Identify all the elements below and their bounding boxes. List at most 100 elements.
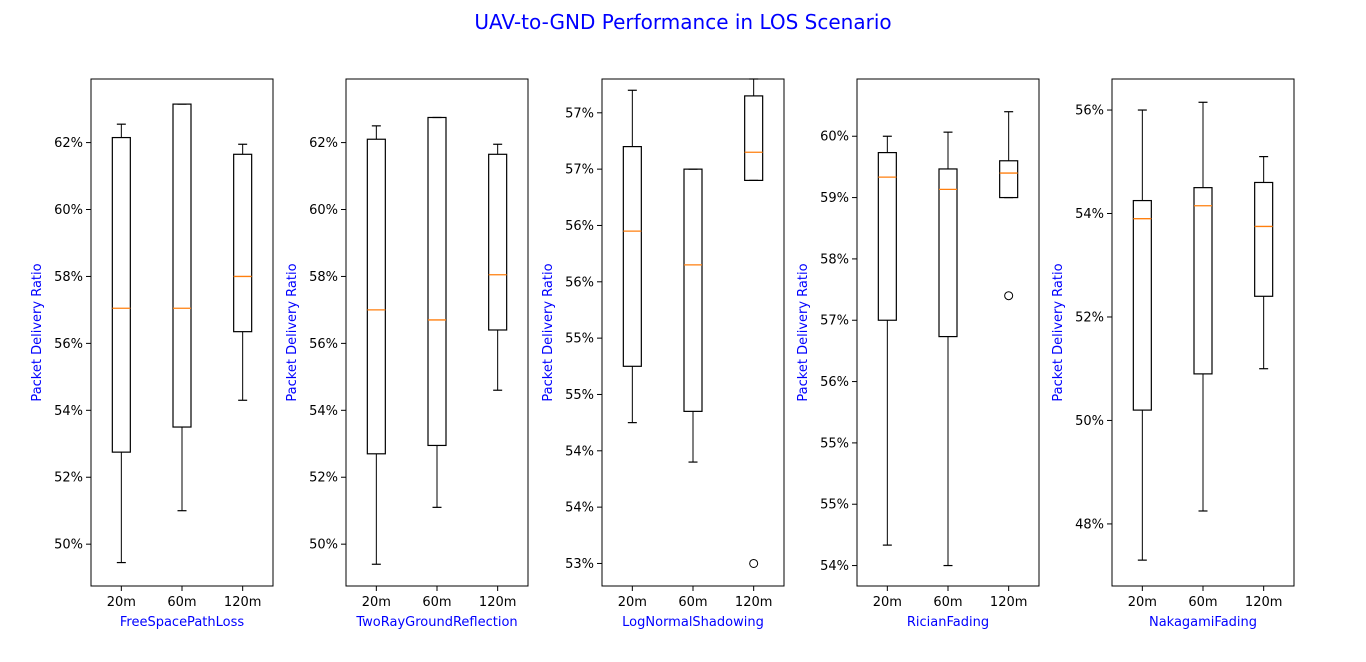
box-60m: [427, 116, 447, 508]
box-120m: [233, 143, 253, 401]
y-tick-label: 57%: [565, 106, 594, 121]
y-tick-label: 50%: [309, 538, 338, 553]
x-tick-label: 60m: [933, 595, 962, 610]
x-axis-label: TwoRayGroundReflection: [355, 615, 517, 630]
box-iqr: [938, 168, 958, 338]
x-tick-label: 120m: [1245, 595, 1282, 610]
box-iqr: [1132, 199, 1152, 411]
box-iqr: [622, 146, 642, 367]
y-tick-label: 58%: [54, 270, 83, 285]
box-60m: [938, 131, 958, 567]
y-tick-label: 55%: [565, 332, 594, 347]
subplot-4: 54% 55% 55% 56% 57% 58% 59% 60% 20m 60m 120mRician…: [796, 78, 1040, 630]
y-tick-label: 52%: [54, 471, 83, 486]
y-tick-label: 56%: [565, 275, 594, 290]
box-iqr: [1193, 187, 1213, 375]
y-tick-label: 56%: [565, 219, 594, 234]
x-tick-label: 20m: [362, 595, 391, 610]
y-tick-label: 62%: [54, 136, 83, 151]
y-tick-label: 60%: [820, 130, 849, 145]
box-120m: [1254, 156, 1274, 370]
box-20m: [622, 89, 642, 424]
y-tick-label: 58%: [820, 252, 849, 267]
x-tick-label: 60m: [678, 595, 707, 610]
x-tick-label: 120m: [224, 595, 261, 610]
subplot-5: 48% 50% 52% 54% 56% 20m 60m 120m NakagamiFading P…: [1051, 78, 1295, 630]
box-20m: [877, 135, 897, 546]
y-tick-label: 55%: [820, 498, 849, 513]
subplot-3: 53% 54% 54% 55% 55% 56% 56% 57% 57% 20m 60m 120m Log…: [541, 78, 785, 630]
y-tick-label: 54%: [565, 501, 594, 516]
box-60m: [683, 168, 703, 463]
box-iqr: [1254, 181, 1274, 297]
y-tick-label: 62%: [309, 136, 338, 151]
x-tick-label: 60m: [1188, 595, 1217, 610]
outlier-point: [1004, 291, 1014, 301]
axes-frame: [601, 78, 785, 587]
box-iqr: [233, 153, 253, 333]
y-tick-label: 55%: [820, 436, 849, 451]
y-axis-label: Packet Delivery Ratio: [1051, 263, 1066, 401]
box-120m: [744, 78, 764, 568]
box-iqr: [172, 103, 192, 428]
x-tick-label: 60m: [422, 595, 451, 610]
x-axis-label: FreeSpacePathLoss: [120, 615, 245, 630]
y-tick-label: 60%: [54, 203, 83, 218]
x-tick-label: 120m: [735, 595, 772, 610]
box-60m: [172, 103, 192, 512]
figure-title: UAV-to-GND Performance in LOS Scenario: [474, 10, 891, 34]
y-tick-label: 53%: [565, 557, 594, 572]
box-iqr: [877, 151, 897, 321]
y-axis-label: Packet Delivery Ratio: [541, 263, 556, 401]
y-tick-label: 54%: [54, 404, 83, 419]
subplot-2: 50% 52% 54% 56% 58% 60% 62% 20m 60m 120m TwoRayGro…: [285, 78, 529, 630]
y-tick-label: 52%: [1075, 310, 1104, 325]
x-axis-label: LogNormalShadowing: [622, 615, 764, 630]
x-tick-label: 20m: [107, 595, 136, 610]
y-tick-label: 58%: [309, 270, 338, 285]
outlier-point: [749, 558, 759, 568]
y-tick-label: 55%: [565, 388, 594, 403]
y-tick-label: 56%: [820, 375, 849, 390]
y-tick-label: 60%: [309, 203, 338, 218]
y-axis-label: Packet Delivery Ratio: [796, 263, 811, 401]
x-axis-label: NakagamiFading: [1149, 615, 1257, 630]
y-tick-label: 56%: [309, 337, 338, 352]
y-tick-label: 54%: [1075, 207, 1104, 222]
subplot-1: 50% 52% 54% 56% 58% 60% 62% 20m 60m 120m FreeSpace…: [30, 78, 274, 630]
y-tick-label: 50%: [54, 538, 83, 553]
x-tick-label: 20m: [873, 595, 902, 610]
y-tick-label: 57%: [820, 314, 849, 329]
y-tick-label: 54%: [565, 444, 594, 459]
x-tick-label: 120m: [479, 595, 516, 610]
box-20m: [1132, 109, 1152, 561]
y-tick-label: 56%: [1075, 104, 1104, 119]
x-tick-label: 20m: [1128, 595, 1157, 610]
box-120m: [488, 143, 508, 391]
x-axis-label: RicianFading: [907, 615, 989, 630]
box-120m: [999, 111, 1019, 301]
box-iqr: [999, 160, 1019, 199]
y-axis-label: Packet Delivery Ratio: [285, 263, 300, 401]
axes-frame: [345, 78, 529, 587]
box-iqr: [488, 153, 508, 331]
box-iqr: [744, 95, 764, 182]
y-tick-label: 48%: [1075, 517, 1104, 532]
y-tick-label: 50%: [1075, 414, 1104, 429]
y-tick-label: 56%: [54, 337, 83, 352]
box-20m: [111, 123, 131, 564]
box-iqr: [427, 116, 447, 447]
y-tick-label: 52%: [309, 471, 338, 486]
y-tick-label: 57%: [565, 163, 594, 178]
box-iqr: [683, 168, 703, 412]
box-iqr: [366, 138, 386, 455]
box-60m: [1193, 101, 1213, 512]
x-tick-label: 60m: [167, 595, 196, 610]
x-tick-label: 20m: [618, 595, 647, 610]
x-tick-label: 120m: [990, 595, 1027, 610]
y-tick-label: 59%: [820, 191, 849, 206]
box-20m: [366, 125, 386, 565]
box-iqr: [111, 136, 131, 453]
